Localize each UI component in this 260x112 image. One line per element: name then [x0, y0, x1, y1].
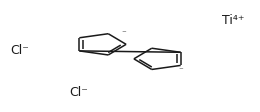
Text: Cl⁻: Cl⁻: [11, 44, 30, 57]
Text: ⁻: ⁻: [121, 29, 126, 38]
Text: ⁻: ⁻: [178, 66, 183, 75]
Text: Ti⁴⁺: Ti⁴⁺: [222, 14, 245, 27]
Text: Cl⁻: Cl⁻: [69, 85, 88, 98]
